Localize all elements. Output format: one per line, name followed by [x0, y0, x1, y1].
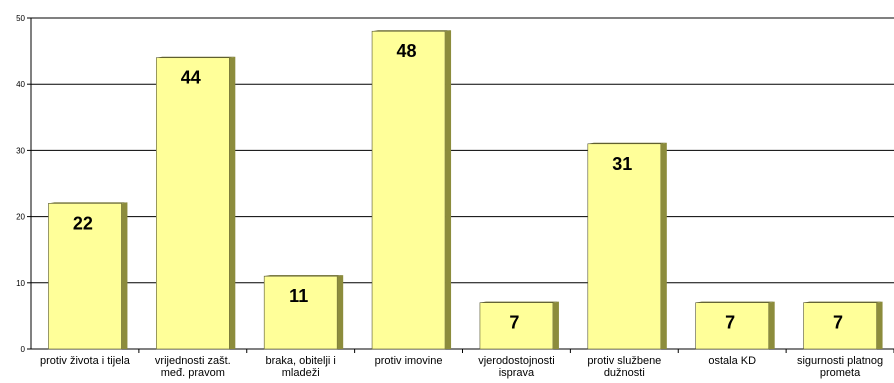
bar [695, 302, 769, 350]
x-tick-label: vrijednosti zašt. [155, 355, 231, 367]
x-tick-label: protiv imovine [375, 355, 443, 367]
data-label: 31 [612, 154, 632, 174]
bar-side [660, 142, 667, 349]
bar [263, 275, 338, 350]
bar [803, 302, 877, 350]
y-tick-label: 30 [16, 146, 25, 155]
x-tick-label: ostala KD [708, 355, 756, 367]
data-label: 22 [73, 213, 93, 233]
data-label: 11 [289, 286, 308, 306]
x-tick-label: dužnosti [604, 367, 645, 379]
data-label: 48 [397, 41, 417, 61]
bar [48, 203, 122, 350]
x-tick-label: protiv službene [587, 355, 661, 367]
y-tick-label: 0 [21, 345, 26, 354]
y-tick-label: 40 [16, 80, 25, 89]
bar [371, 30, 446, 350]
bar-side [337, 275, 344, 349]
x-tick-label: protiv života i tijela [40, 355, 131, 367]
x-tick-label: vjerodostojnosti [478, 355, 554, 367]
y-tick-label: 10 [16, 279, 25, 288]
x-tick-label: prometa [820, 367, 861, 379]
bar [479, 302, 554, 350]
data-label: 7 [725, 313, 735, 333]
bar-side [876, 301, 883, 349]
bar-side [445, 30, 452, 350]
x-tick-label: isprava [499, 367, 535, 379]
data-label: 44 [181, 68, 201, 88]
x-tick-label: mladeži [282, 367, 320, 379]
bar-side [121, 202, 128, 349]
bar [587, 143, 662, 350]
x-tick-label: međ. pravom [161, 367, 225, 379]
y-tick-label: 50 [16, 14, 25, 23]
y-tick-label: 20 [16, 213, 25, 222]
bar-side [229, 56, 236, 349]
bar [156, 57, 230, 350]
x-tick-label: braka, obitelji i [266, 355, 336, 367]
data-label: 7 [509, 313, 519, 333]
bar-side [768, 301, 775, 349]
bar-side [552, 301, 559, 349]
x-tick-label: sigurnosti platnog [797, 355, 883, 367]
data-label: 7 [833, 313, 843, 333]
